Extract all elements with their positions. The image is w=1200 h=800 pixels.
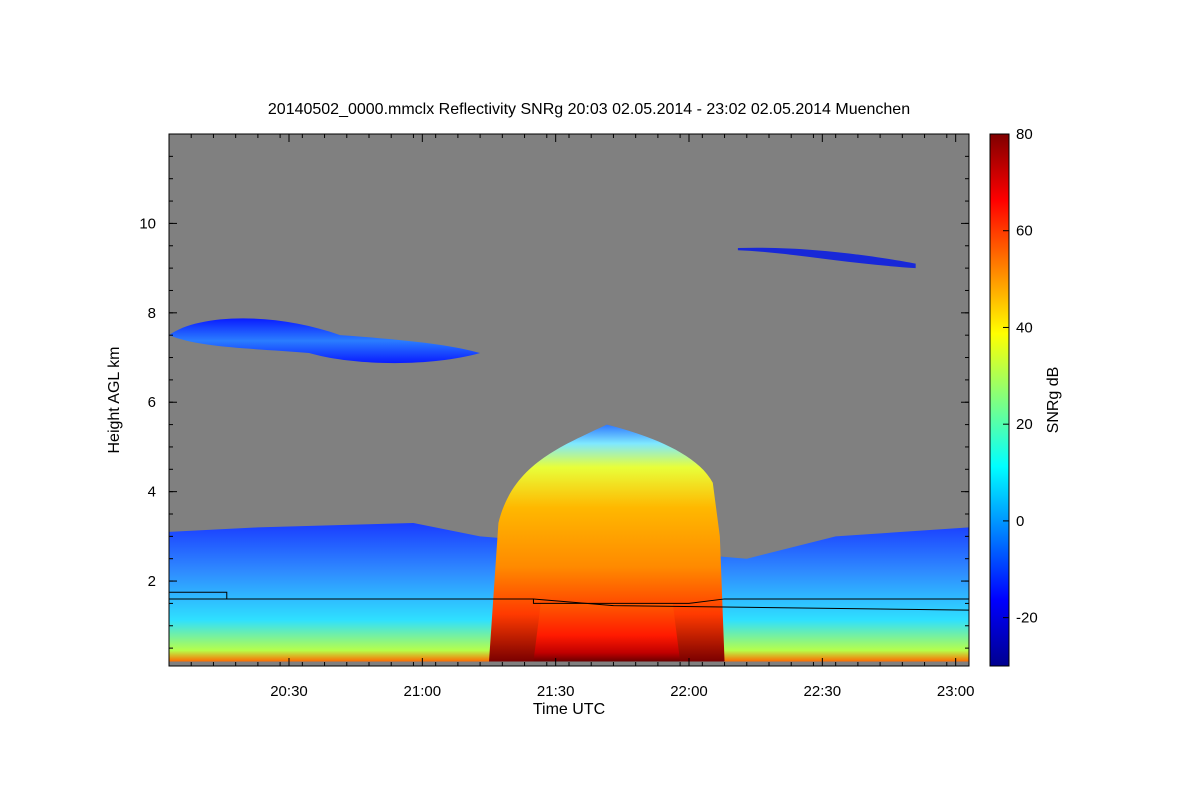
colorbar-ticks: -20 0 20 40 60 80 (1003, 126, 1038, 627)
x-axis-ticks: 20:30 21:00 21:30 22:00 22:30 23:00 (168, 134, 975, 700)
lower-boundary-line (169, 598, 970, 611)
colorbar (989, 133, 1010, 667)
echo-convective-cell (489, 424, 725, 662)
x-tick-label: 21:30 (537, 683, 575, 700)
y-tick-label: 6 (148, 394, 156, 411)
y-axis-ticks: 2 4 6 8 10 (139, 133, 969, 649)
y-tick-label: 2 (148, 573, 156, 590)
y-tick-label: 10 (139, 215, 156, 232)
cloud-base-line (169, 591, 969, 604)
chart-title: 20140502_0000.mmclx Reflectivity SNRg 20… (268, 101, 910, 118)
y-tick-label: 8 (148, 305, 156, 322)
colorbar-tick-label: 60 (1016, 223, 1033, 240)
x-tick-label: 22:30 (804, 683, 842, 700)
echo-convective-core (533, 603, 681, 662)
echo-upper-level-cloud (737, 247, 916, 269)
echo-features (169, 247, 969, 662)
echo-mid-level-cloud (169, 318, 481, 364)
y-tick-label: 4 (148, 484, 156, 501)
x-tick-label: 21:00 (404, 683, 442, 700)
y-axis-label: Height AGL km (106, 346, 123, 453)
colorbar-tick-label: 0 (1016, 513, 1024, 530)
colorbar-tick-label: 40 (1016, 319, 1033, 336)
x-tick-label: 22:00 (670, 683, 708, 700)
colorbar-tick-label: -20 (1016, 610, 1038, 627)
x-tick-label: 20:30 (270, 683, 308, 700)
colorbar-tick-label: 80 (1016, 126, 1033, 143)
colorbar-tick-label: 20 (1016, 416, 1033, 433)
colorbar-label: SNRg dB (1045, 367, 1062, 434)
x-tick-label: 23:00 (937, 683, 975, 700)
x-axis-label: Time UTC (533, 701, 605, 718)
